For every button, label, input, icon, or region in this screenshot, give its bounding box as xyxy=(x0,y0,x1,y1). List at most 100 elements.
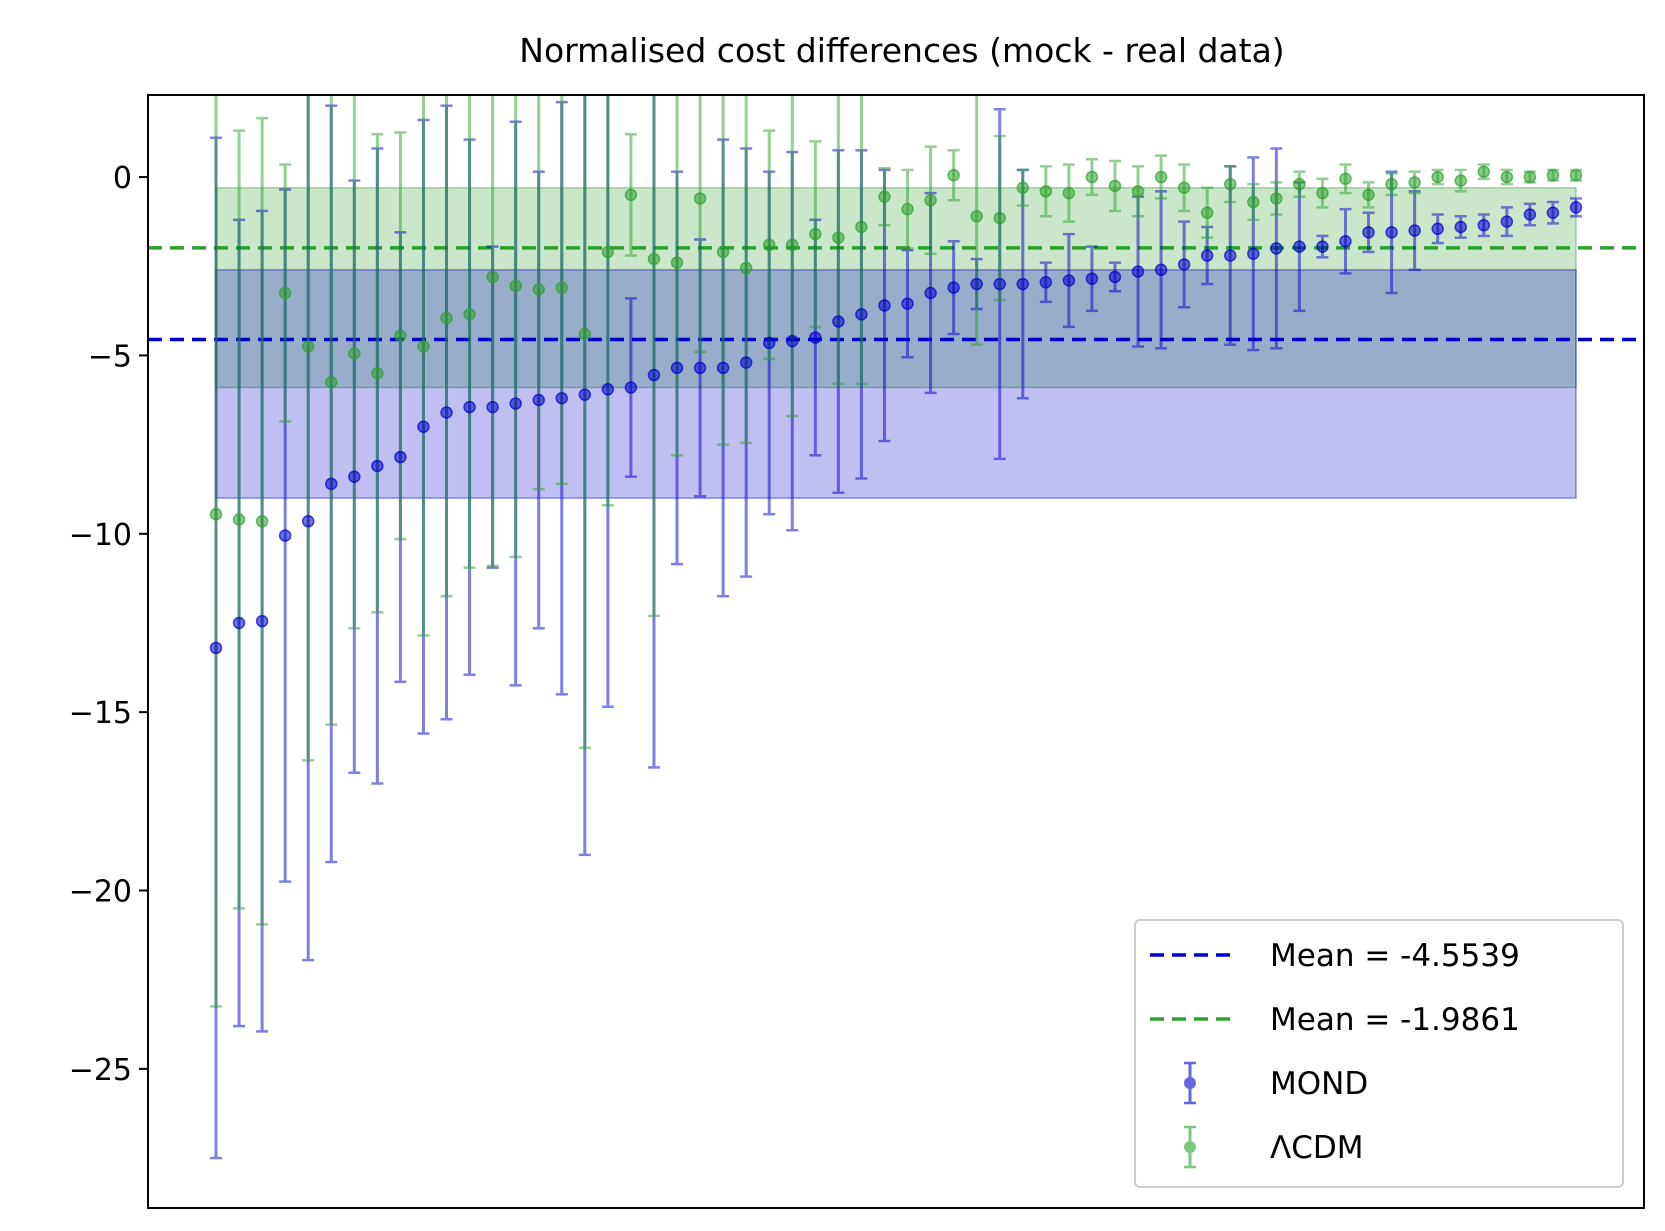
std-bands xyxy=(215,187,1577,499)
data-point-mond xyxy=(809,331,822,344)
y-tick-label: −5 xyxy=(88,339,132,374)
data-point-mond xyxy=(417,420,430,434)
data-point-lcdm xyxy=(209,507,223,521)
data-point-lcdm xyxy=(486,270,499,284)
data-points xyxy=(209,165,1583,655)
data-point-lcdm xyxy=(417,340,430,353)
data-point-lcdm xyxy=(463,308,476,321)
data-point-mond xyxy=(1108,270,1122,284)
data-point-mond xyxy=(693,361,707,375)
data-point-lcdm xyxy=(1546,169,1560,182)
data-point-lcdm xyxy=(509,279,522,293)
data-point-lcdm xyxy=(878,190,891,203)
data-point-mond xyxy=(1569,201,1583,214)
legend-handle-mond xyxy=(1184,1061,1196,1105)
y-tick-label: −15 xyxy=(69,696,132,731)
data-point-mond xyxy=(1062,274,1076,287)
data-point-lcdm xyxy=(924,193,937,207)
chart-title: Normalised cost differences (mock - real… xyxy=(519,31,1284,70)
data-point-mond xyxy=(878,299,891,312)
legend-marker-mond xyxy=(1184,1077,1196,1089)
data-point-mond xyxy=(1385,226,1398,239)
data-point-lcdm xyxy=(1154,170,1168,184)
data-point-mond xyxy=(348,470,361,483)
y-tick-label: 0 xyxy=(113,161,132,196)
data-point-mond xyxy=(509,397,522,410)
data-point-lcdm xyxy=(325,375,338,389)
data-point-lcdm xyxy=(1339,172,1352,186)
data-point-lcdm xyxy=(1408,176,1421,189)
data-point-lcdm xyxy=(901,202,914,216)
data-point-lcdm xyxy=(1247,195,1260,209)
data-point-lcdm xyxy=(348,347,361,360)
data-point-mond xyxy=(1500,215,1514,228)
data-point-mond xyxy=(1200,249,1214,262)
data-point-lcdm xyxy=(1293,177,1306,191)
data-point-lcdm xyxy=(762,238,776,252)
data-point-mond xyxy=(1408,224,1421,237)
data-point-lcdm xyxy=(855,220,868,234)
y-tick-label: −10 xyxy=(69,518,132,553)
data-point-mond xyxy=(993,277,1006,291)
data-point-lcdm xyxy=(255,515,269,528)
data-point-lcdm xyxy=(1270,192,1283,205)
data-point-lcdm xyxy=(1177,181,1191,194)
data-point-lcdm xyxy=(670,256,684,269)
data-point-lcdm xyxy=(624,188,638,202)
data-point-mond xyxy=(232,616,246,630)
data-point-lcdm xyxy=(1131,185,1145,198)
data-point-mond xyxy=(762,336,776,350)
data-point-lcdm xyxy=(739,261,753,275)
data-point-lcdm xyxy=(1016,181,1030,194)
data-point-mond xyxy=(463,400,476,414)
legend-marker-lcdm xyxy=(1184,1141,1196,1153)
data-point-lcdm xyxy=(532,283,545,296)
data-point-lcdm xyxy=(786,238,799,252)
legend-box xyxy=(1134,919,1624,1188)
data-point-lcdm xyxy=(1223,177,1237,191)
legend-label-lcdm: ΛCDM xyxy=(1270,1130,1363,1166)
legend: Mean = -4.5539 Mean = -1.9861 MOND ΛCDM xyxy=(1134,919,1624,1188)
data-point-mond xyxy=(255,614,269,628)
data-point-mond xyxy=(1431,222,1444,236)
data-point-lcdm xyxy=(394,329,407,343)
legend-label-mond: MOND xyxy=(1270,1066,1368,1102)
data-point-mond xyxy=(716,361,730,375)
data-point-lcdm xyxy=(1523,170,1537,184)
data-point-lcdm xyxy=(601,245,615,259)
data-point-mond xyxy=(325,477,338,491)
data-point-mond xyxy=(278,529,292,542)
data-point-mond xyxy=(440,406,453,419)
data-point-mond xyxy=(1131,265,1145,278)
data-point-lcdm xyxy=(1454,174,1467,187)
data-point-mond xyxy=(1154,263,1168,277)
data-point-lcdm xyxy=(440,311,453,325)
data-point-mond xyxy=(901,297,914,310)
data-point-mond xyxy=(1339,235,1352,248)
data-point-lcdm xyxy=(1200,206,1214,219)
data-point-lcdm xyxy=(1039,185,1053,198)
data-point-lcdm xyxy=(278,286,292,300)
y-tick-label: −20 xyxy=(69,875,132,910)
data-point-mond xyxy=(1247,247,1260,260)
data-point-mond xyxy=(970,277,983,291)
data-point-mond xyxy=(1362,226,1375,239)
data-point-lcdm xyxy=(1500,170,1514,184)
data-point-mond xyxy=(1546,206,1560,219)
plot-frame xyxy=(147,94,1645,1209)
data-point-mond xyxy=(832,315,845,328)
data-point-lcdm xyxy=(555,281,569,294)
data-point-lcdm xyxy=(232,513,246,526)
data-point-lcdm xyxy=(1477,165,1491,178)
legend-label-mean-mond: Mean = -4.5539 xyxy=(1270,938,1520,974)
data-point-mond xyxy=(855,308,868,321)
data-point-mond xyxy=(1039,276,1053,289)
data-point-lcdm xyxy=(1569,169,1583,182)
data-point-lcdm xyxy=(1085,170,1099,184)
data-point-mond xyxy=(1270,242,1283,255)
data-point-lcdm xyxy=(371,367,384,380)
data-point-mond xyxy=(601,383,615,396)
data-point-mond xyxy=(947,281,960,294)
legend-handle-lcdm xyxy=(1184,1125,1196,1169)
data-point-mond xyxy=(371,459,384,473)
